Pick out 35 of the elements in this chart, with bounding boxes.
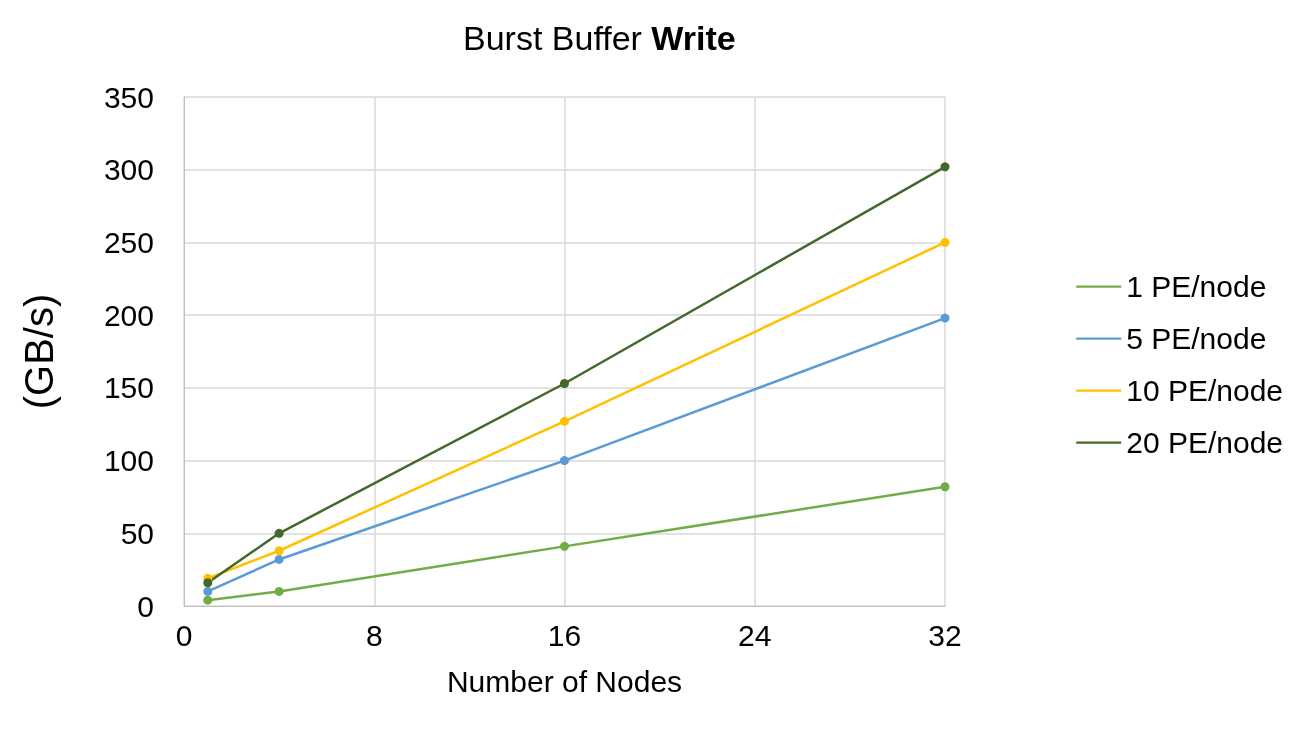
point [560,416,569,426]
point [940,162,950,172]
point [274,528,284,538]
y-tick-label: 200 [103,298,154,332]
x-tick-label: 16 [547,618,582,652]
y-tick-label: 0 [137,589,154,623]
y-tick-label: 300 [103,153,154,187]
point [203,595,213,605]
x-axis-title: Number of Nodes [446,664,683,698]
point [274,546,284,556]
y-tick-label: 100 [103,444,154,478]
point [274,586,284,596]
point [560,541,569,551]
point [274,554,284,564]
point [940,482,950,492]
point [560,456,569,466]
x-tick-label: 32 [928,618,962,652]
point [560,379,569,388]
legend-label: 10 PE/node [1126,374,1283,407]
point [203,586,213,596]
chart-title: Burst Buffer Write [463,19,736,57]
x-tick-label: 8 [365,618,383,652]
legend-label: 20 PE/node [1126,426,1283,459]
point [940,313,950,323]
y-axis-title: (GB/s) [17,293,61,410]
y-tick-label: 250 [103,225,154,259]
legend-label: 5 PE/node [1126,322,1267,355]
x-tick-label: 0 [175,618,193,652]
point [203,578,213,588]
point [940,237,950,247]
y-tick-label: 50 [120,516,154,550]
y-tick-label: 350 [103,80,154,114]
y-tick-label: 150 [103,371,154,405]
x-tick-label: 24 [738,618,772,652]
legend-label: 1 PE/node [1126,270,1267,303]
